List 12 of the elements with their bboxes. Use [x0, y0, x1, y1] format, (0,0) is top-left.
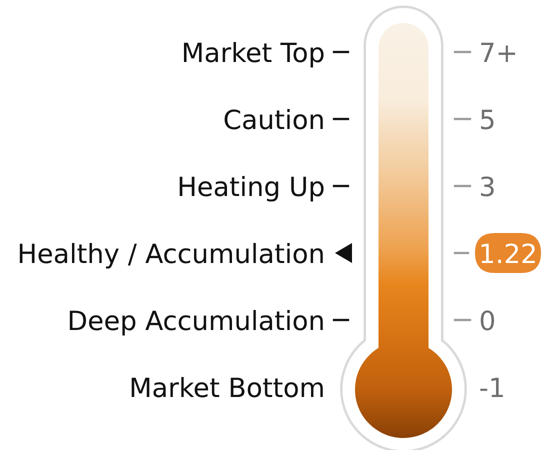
category-label: Deep Accumulation — [70, 310, 323, 336]
category-label: Caution — [224, 108, 323, 130]
data-label: 0 — [480, 310, 494, 330]
category-label: Heating Up — [180, 176, 324, 202]
data-label: 5 — [481, 110, 494, 130]
data-label: 7+ — [481, 42, 516, 62]
data-label: -1 — [480, 378, 503, 398]
data-label: 1.22 — [482, 243, 535, 264]
data-label: 3 — [481, 176, 494, 196]
category-label: Market Bottom — [132, 376, 323, 398]
category-label: Healthy / Accumulation — [20, 242, 323, 269]
category-label: Market Top — [184, 42, 324, 68]
